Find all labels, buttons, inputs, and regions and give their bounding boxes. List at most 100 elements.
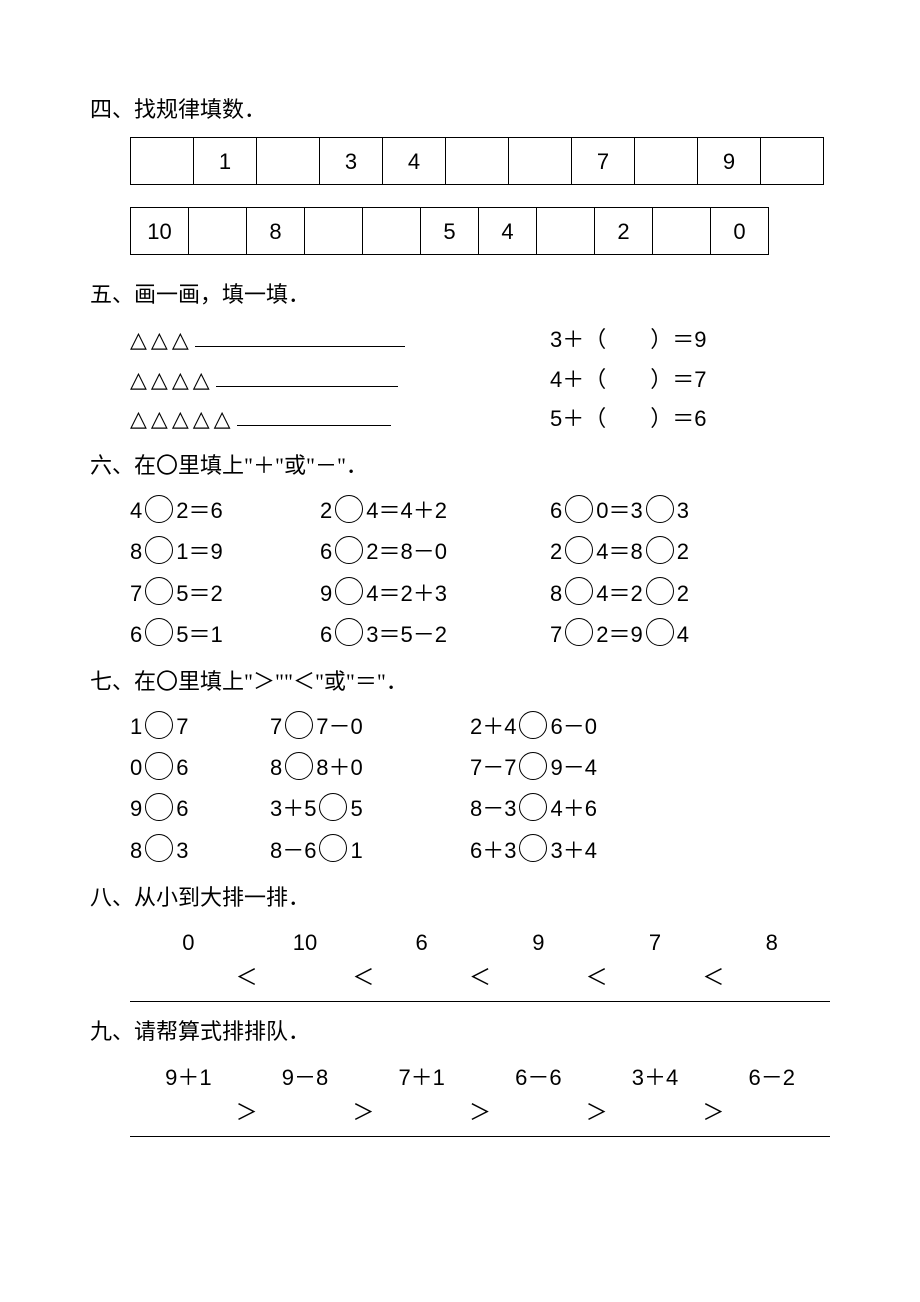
- sort-item: 10: [247, 925, 364, 960]
- blank-circle: [145, 495, 173, 523]
- sort-item: 0: [130, 925, 247, 960]
- blank-circle: [319, 793, 347, 821]
- blank-circle: [335, 618, 363, 646]
- table-cell: 2: [595, 208, 653, 255]
- sort-sign: ＜: [305, 960, 422, 995]
- blank-circle: [335, 495, 363, 523]
- sort-sign: ＜: [422, 960, 539, 995]
- equation-text: 6: [550, 493, 562, 528]
- sort-sign: ＜: [188, 960, 305, 995]
- blank-circle: [319, 834, 347, 862]
- sort-sign: ＞: [538, 1095, 655, 1130]
- equation-cell: 6＋33＋4: [470, 833, 730, 868]
- table-cell: [653, 208, 711, 255]
- equation-text: 0: [130, 750, 142, 785]
- table-cell: [509, 138, 572, 185]
- sort-sign: ＜: [655, 960, 772, 995]
- sort-sign-row: ＜＜＜＜＜: [130, 960, 830, 1002]
- equation-text: 7: [550, 617, 562, 652]
- section8-title: 八、从小到大排一排．: [90, 880, 830, 915]
- equation-text: 2＝8－0: [366, 534, 447, 569]
- draw-row: △△△△ 4＋（ ）＝7: [130, 362, 830, 397]
- blank-circle: [646, 536, 674, 564]
- equation-cell: 8－61: [270, 833, 470, 868]
- table-cell: 10: [131, 208, 189, 255]
- triangle-group: △△△△: [130, 362, 214, 397]
- blank-circle: [519, 793, 547, 821]
- equation-text: 7: [270, 709, 282, 744]
- sort-item: 8: [713, 925, 830, 960]
- table-cell: 5: [421, 208, 479, 255]
- equation-text: 3＝5－2: [366, 617, 447, 652]
- equation-cell: 65＝1: [130, 617, 320, 652]
- equation-text: 2: [677, 576, 689, 611]
- sort-item: 7＋1: [363, 1060, 480, 1095]
- blank-circle: [145, 536, 173, 564]
- table-cell: [363, 208, 421, 255]
- blank-circle: [519, 752, 547, 780]
- equation-text: 8－3: [470, 791, 516, 826]
- equation-text: 6: [176, 750, 188, 785]
- equation-cell: 6 2＝8－0: [320, 534, 550, 569]
- equation-text: 8＋0: [316, 750, 362, 785]
- table-cell: 8: [247, 208, 305, 255]
- equation-text: 3＋（ ）＝9: [550, 322, 830, 357]
- equation-text: 9－4: [550, 750, 596, 785]
- blank-circle: [145, 577, 173, 605]
- table-cell: [131, 138, 194, 185]
- equation-text: 6: [176, 791, 188, 826]
- blank-circle: [145, 834, 173, 862]
- equation-cell: 7－79－4: [470, 750, 730, 785]
- equation-row: 65＝163＝5－272＝94: [130, 617, 830, 652]
- equation-cell: 8－3 4＋6: [470, 791, 730, 826]
- equation-text: 6＋3: [470, 833, 516, 868]
- equation-cell: 83: [130, 833, 270, 868]
- draw-row: △△△3＋（ ）＝9: [130, 322, 830, 357]
- equation-text: 4＝4＋2: [366, 493, 447, 528]
- table-cell: 9: [698, 138, 761, 185]
- equation-cell: 7 5＝2: [130, 576, 320, 611]
- equation-text: 8: [130, 833, 142, 868]
- sort-numbers: 0106978: [130, 925, 830, 960]
- triangle-group: △△△△△: [130, 401, 235, 436]
- equation-cell: 63＝5－2: [320, 617, 550, 652]
- fill-line: [216, 364, 398, 387]
- pattern-table-2: 1085420: [130, 207, 769, 255]
- equation-text: 8: [550, 576, 562, 611]
- table-cell: 1: [194, 138, 257, 185]
- equation-text: 2＝6: [176, 493, 222, 528]
- section7-title: 七、在〇里填上"＞""＜"或"＝"．: [90, 664, 830, 699]
- equation-row: 81＝962＝8－024＝82: [130, 534, 830, 569]
- equation-text: 9: [320, 576, 332, 611]
- equation-text: 8: [130, 534, 142, 569]
- equation-text: 1: [130, 709, 142, 744]
- blank-circle: [145, 752, 173, 780]
- sort-numbers: 9＋19－87＋16－63＋46－2: [130, 1060, 830, 1095]
- pattern-table-1: 13479: [130, 137, 824, 185]
- equation-text: 4＋6: [550, 791, 596, 826]
- table-cell: 3: [320, 138, 383, 185]
- equation-text: 2＋4: [470, 709, 516, 744]
- equation-cell: 84＝22: [550, 576, 790, 611]
- equation-text: 3: [176, 833, 188, 868]
- draw-row: △△△△△5＋（ ）＝6: [130, 401, 830, 436]
- fill-line: [195, 324, 405, 347]
- equation-cell: 81＝9: [130, 534, 320, 569]
- equation-text: 4＋（ ）＝7: [550, 362, 830, 397]
- blank-circle: [646, 618, 674, 646]
- equation-cell: 9 4＝2＋3: [320, 576, 550, 611]
- equation-text: 2: [320, 493, 332, 528]
- equation-text: 8: [270, 750, 282, 785]
- equation-text: 7－0: [316, 709, 362, 744]
- fill-line: [237, 403, 391, 426]
- table-cell: [761, 138, 824, 185]
- equation-text: 6: [320, 534, 332, 569]
- equation-text: 7: [130, 576, 142, 611]
- sort-item: 7: [597, 925, 714, 960]
- equation-text: 3: [677, 493, 689, 528]
- equation-row: 06 8 8＋0 7－79－4: [130, 750, 830, 785]
- sort-sign: ＞: [188, 1095, 305, 1130]
- equation-text: 4＝2＋3: [366, 576, 447, 611]
- section5-title: 五、画一画，填一填．: [90, 277, 830, 312]
- equation-text: 5＝2: [176, 576, 222, 611]
